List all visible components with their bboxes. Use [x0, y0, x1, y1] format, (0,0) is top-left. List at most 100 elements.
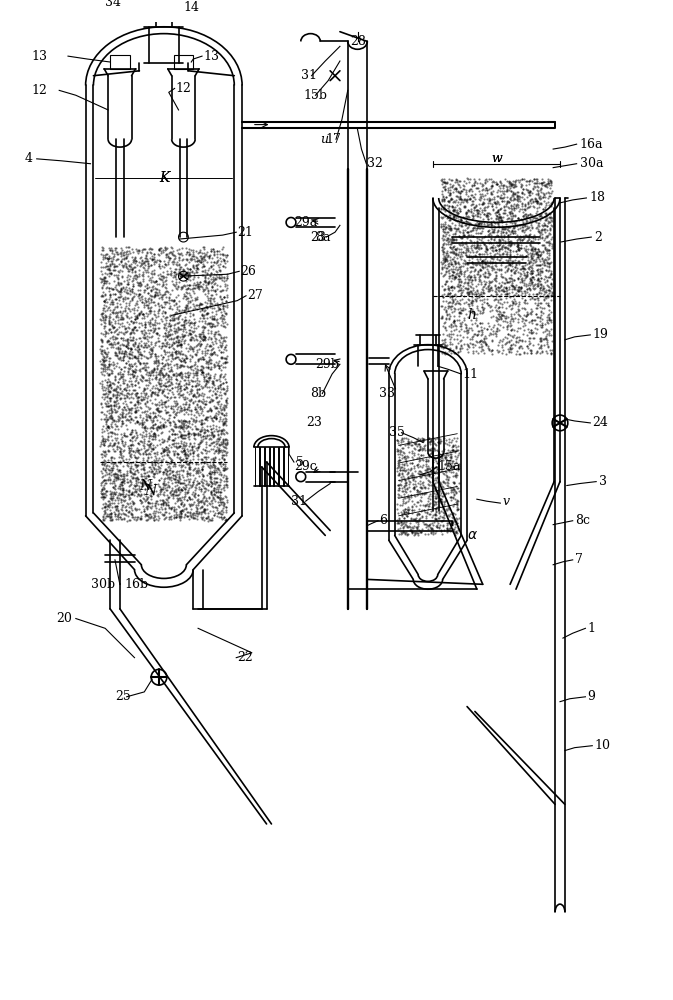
- Point: [170, 504, 181, 520]
- Point: [143, 299, 153, 315]
- Point: [215, 376, 226, 392]
- Point: [112, 403, 122, 419]
- Point: [452, 515, 462, 531]
- Point: [162, 487, 172, 503]
- Point: [201, 277, 211, 293]
- Point: [112, 335, 123, 351]
- Point: [160, 378, 171, 394]
- Point: [477, 196, 488, 212]
- Point: [440, 250, 451, 266]
- Point: [102, 483, 112, 499]
- Point: [176, 496, 186, 512]
- Point: [161, 496, 172, 512]
- Point: [415, 473, 425, 489]
- Point: [188, 443, 199, 459]
- Point: [200, 424, 211, 440]
- Point: [121, 421, 132, 437]
- Point: [491, 281, 501, 297]
- Point: [179, 332, 190, 348]
- Point: [477, 334, 488, 350]
- Point: [210, 436, 221, 452]
- Point: [204, 273, 215, 289]
- Point: [137, 360, 148, 376]
- Point: [414, 506, 425, 522]
- Point: [131, 462, 142, 478]
- Point: [199, 245, 210, 261]
- Point: [203, 374, 214, 390]
- Point: [200, 264, 211, 280]
- Point: [451, 484, 462, 500]
- Point: [545, 327, 556, 343]
- Point: [464, 181, 475, 197]
- Point: [121, 298, 132, 314]
- Point: [98, 406, 109, 422]
- Point: [402, 526, 413, 542]
- Point: [195, 250, 206, 266]
- Point: [476, 284, 487, 300]
- Point: [523, 182, 534, 198]
- Point: [123, 295, 134, 311]
- Point: [116, 409, 127, 425]
- Point: [467, 228, 478, 244]
- Point: [415, 524, 426, 540]
- Point: [443, 281, 454, 297]
- Point: [514, 247, 525, 263]
- Point: [138, 383, 149, 399]
- Point: [111, 330, 122, 346]
- Point: [430, 481, 441, 497]
- Point: [170, 406, 180, 422]
- Point: [139, 391, 149, 407]
- Point: [184, 490, 194, 506]
- Point: [102, 506, 113, 522]
- Point: [165, 317, 176, 333]
- Point: [170, 405, 181, 421]
- Point: [215, 250, 225, 266]
- Point: [151, 355, 162, 371]
- Point: [192, 476, 203, 492]
- Point: [525, 198, 536, 214]
- Point: [500, 308, 511, 324]
- Point: [428, 517, 439, 533]
- Point: [175, 343, 186, 359]
- Point: [205, 370, 215, 386]
- Point: [105, 350, 116, 366]
- Point: [519, 294, 530, 310]
- Point: [191, 480, 202, 496]
- Point: [197, 322, 208, 338]
- Point: [451, 183, 462, 199]
- Point: [455, 188, 466, 204]
- Point: [503, 233, 513, 249]
- Point: [145, 500, 156, 516]
- Point: [541, 243, 552, 259]
- Point: [171, 338, 182, 354]
- Point: [532, 292, 543, 308]
- Point: [113, 374, 124, 390]
- Point: [184, 241, 194, 257]
- Point: [190, 497, 201, 513]
- Point: [462, 191, 472, 207]
- Point: [468, 343, 479, 359]
- Point: [149, 498, 160, 514]
- Point: [545, 312, 556, 328]
- Point: [217, 375, 228, 391]
- Point: [415, 458, 425, 474]
- Point: [149, 362, 160, 378]
- Point: [446, 282, 457, 298]
- Point: [480, 256, 491, 272]
- Point: [143, 370, 154, 386]
- Point: [447, 455, 458, 471]
- Point: [172, 360, 182, 376]
- Point: [131, 450, 141, 466]
- Point: [197, 471, 207, 487]
- Point: [97, 386, 108, 402]
- Point: [171, 365, 182, 381]
- Point: [199, 331, 209, 347]
- Point: [220, 458, 231, 474]
- Point: [510, 263, 521, 279]
- Point: [192, 427, 203, 443]
- Point: [483, 275, 494, 291]
- Point: [538, 324, 549, 340]
- Point: [153, 287, 164, 303]
- Point: [500, 239, 511, 255]
- Point: [448, 505, 458, 521]
